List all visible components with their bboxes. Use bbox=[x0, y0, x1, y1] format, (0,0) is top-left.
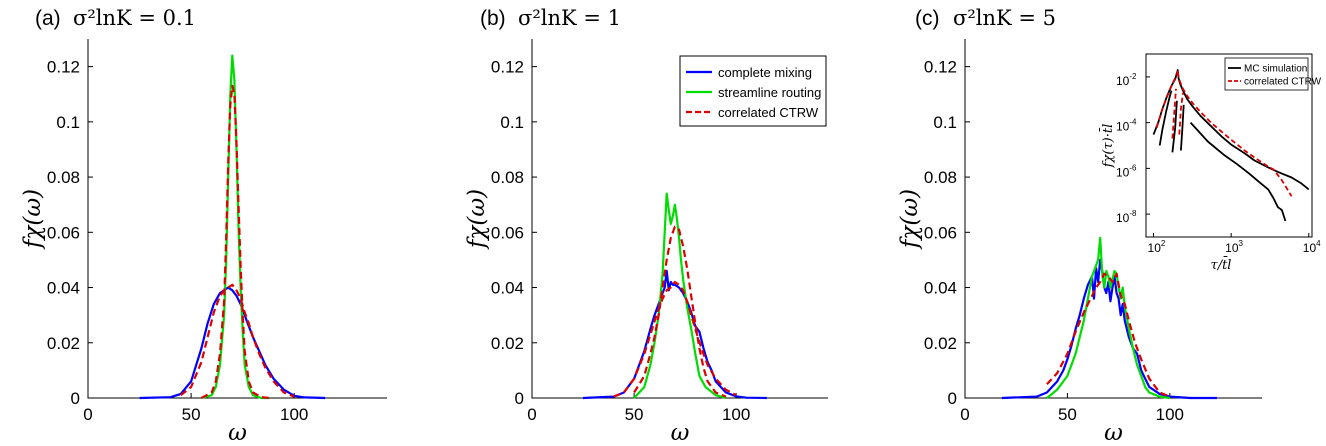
series-line-correlated-ctrw bbox=[180, 283, 295, 398]
x-tick-label: 50 bbox=[625, 405, 644, 424]
panel-c: 0 0.02 0.04 0.06 0.08 0.1 0.12 0 50 100 ω fχ(ω) (c) σ… bbox=[897, 6, 1262, 446]
x-tick-label: 50 bbox=[182, 405, 201, 424]
y-tick-label: 0 bbox=[71, 389, 80, 408]
inset-series-mc-simulation bbox=[1158, 90, 1173, 146]
panel-title: σ²lnK = 0.1 bbox=[73, 6, 196, 30]
series-line-correlated-ctrw bbox=[633, 225, 727, 398]
legend-entry: streamline routing bbox=[718, 85, 821, 100]
y-tick-label: 0.04 bbox=[491, 279, 524, 298]
panel-title: σ²lnK = 1 bbox=[518, 6, 621, 30]
inset-series-correlated-ctrw bbox=[1155, 69, 1293, 197]
x-tick-label: 100 bbox=[1156, 405, 1184, 424]
y-tick-label: 0.08 bbox=[491, 168, 524, 187]
y-tick-label: 0.04 bbox=[47, 279, 80, 298]
y-tick-label: 0.08 bbox=[47, 168, 80, 187]
x-axis-label: ω bbox=[228, 420, 247, 446]
panel-label: (a) bbox=[35, 7, 61, 30]
inset-series-mc-simulation bbox=[1180, 104, 1185, 151]
inset-y-tick-label: 10-6 bbox=[1116, 163, 1137, 179]
inset-y-axis-label: fχ(τ)·t̄l bbox=[1099, 124, 1116, 169]
series-line-streamline-routing bbox=[1046, 236, 1170, 400]
y-tick-label: 0.02 bbox=[491, 334, 524, 353]
inset-legend bbox=[1224, 57, 1309, 91]
y-tick-label: 0.08 bbox=[924, 168, 957, 187]
x-tick-label: 100 bbox=[280, 405, 308, 424]
panel-title: σ²lnK = 5 bbox=[953, 6, 1056, 30]
y-tick-label: 0.1 bbox=[500, 113, 524, 132]
inset-x-tick-label: 103 bbox=[1225, 239, 1243, 255]
x-tick-label: 0 bbox=[83, 405, 92, 424]
x-axis-label: ω bbox=[1104, 420, 1123, 446]
series-line-correlated-ctrw bbox=[1046, 272, 1171, 398]
x-tick-label: 0 bbox=[960, 405, 969, 424]
x-tick-label: 50 bbox=[1058, 405, 1077, 424]
inset-legend-entry: correlated CTRW bbox=[1244, 77, 1322, 88]
inset-x-tick-label: 104 bbox=[1303, 239, 1321, 255]
series-line-streamline-routing bbox=[633, 192, 727, 400]
panel-a: 0 0.02 0.04 0.06 0.08 0.1 0.12 0 50 100 ω fχ(ω) (a) σ… bbox=[20, 6, 387, 446]
x-tick-label: 100 bbox=[722, 405, 750, 424]
y-tick-label: 0.12 bbox=[47, 58, 80, 77]
inset-chart: 102 103 104 10-2 10-4 10-6 10-8 τ/t̄l fχ(τ)·t̄l M… bbox=[1099, 53, 1322, 273]
panel-label: (b) bbox=[480, 7, 506, 30]
y-tick-label: 0.04 bbox=[924, 279, 957, 298]
inset-series-mc-simulation bbox=[1189, 121, 1287, 222]
series-line-complete-mixing bbox=[139, 286, 326, 400]
inset-y-tick-label: 10-4 bbox=[1116, 118, 1137, 134]
inset-series-mc-simulation bbox=[1171, 100, 1178, 153]
legend-entry: complete mixing bbox=[718, 65, 812, 80]
y-tick-label: 0.06 bbox=[47, 223, 80, 242]
x-tick-label: 0 bbox=[527, 405, 536, 424]
y-axis-label: fχ(ω) bbox=[464, 189, 490, 250]
y-tick-label: 0.06 bbox=[491, 223, 524, 242]
legend-entry: correlated CTRW bbox=[718, 105, 819, 120]
inset-x-tick-label: 102 bbox=[1148, 239, 1166, 255]
series-line-streamline-routing bbox=[201, 54, 270, 400]
inset-y-tick-label: 10-8 bbox=[1116, 209, 1137, 225]
y-tick-label: 0 bbox=[515, 389, 524, 408]
y-axis-label: fχ(ω) bbox=[20, 189, 46, 250]
inset-series-correlated-ctrw bbox=[1178, 92, 1184, 135]
y-tick-label: 0.02 bbox=[47, 334, 80, 353]
y-tick-label: 0.12 bbox=[924, 58, 957, 77]
x-axis-label: ω bbox=[671, 420, 690, 446]
y-tick-label: 0.1 bbox=[56, 113, 80, 132]
y-tick-label: 0.12 bbox=[491, 58, 524, 77]
y-tick-label: 0.1 bbox=[933, 113, 957, 132]
y-tick-label: 0.02 bbox=[924, 334, 957, 353]
series-line-complete-mixing bbox=[582, 269, 767, 400]
y-tick-label: 0 bbox=[948, 389, 957, 408]
inset-series-correlated-ctrw bbox=[1171, 88, 1177, 139]
series-line-correlated-ctrw bbox=[613, 280, 737, 398]
inset-legend-entry: MC simulation bbox=[1244, 64, 1307, 75]
panel-b: 0 0.02 0.04 0.06 0.08 0.1 0.12 0 50 100 ω fχ(ω) (b) σ… bbox=[464, 6, 828, 446]
y-axis-label: fχ(ω) bbox=[897, 189, 923, 250]
inset-x-axis-label: τ/t̄l bbox=[1211, 256, 1232, 273]
inset-y-tick-label: 10-2 bbox=[1116, 72, 1137, 88]
panel-label: (c) bbox=[915, 7, 940, 30]
y-tick-label: 0.06 bbox=[924, 223, 957, 242]
